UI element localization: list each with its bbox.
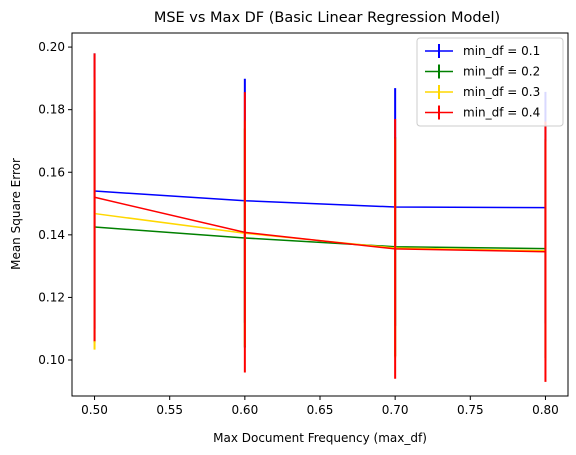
series-line: [94, 196, 546, 253]
series-4: [93, 53, 547, 382]
legend-label: min_df = 0.1: [463, 44, 540, 58]
x-axis-label: Max Document Frequency (max_df): [213, 431, 427, 445]
legend: min_df = 0.1 min_df = 0.2 min_df = 0.3 min_…: [416, 37, 564, 127]
y-tick-label: 0.14: [38, 228, 65, 242]
x-tick-label: 0.70: [382, 403, 409, 417]
legend-item: min_df = 0.2: [425, 64, 540, 79]
series-line: [94, 190, 546, 209]
chart-title: MSE vs Max DF (Basic Linear Regression M…: [154, 10, 500, 26]
y-tick-label: 0.18: [38, 103, 65, 117]
legend-label: min_df = 0.4: [463, 106, 540, 120]
x-tick-label: 0.50: [81, 403, 108, 417]
series-line: [94, 226, 546, 250]
legend-item: min_df = 0.3: [425, 85, 540, 99]
y-tick-label: 0.16: [38, 165, 65, 179]
legend-label: min_df = 0.2: [463, 65, 540, 79]
plot-area: [93, 53, 547, 382]
x-axis: 0.50 0.55 0.60 0.65 0.70 0.75 0.80: [81, 396, 559, 417]
legend-box: [416, 37, 564, 127]
x-tick-label: 0.60: [231, 403, 258, 417]
y-tick-label: 0.20: [38, 40, 65, 54]
y-axis: 0.10 0.12 0.14 0.16 0.18 0.20: [38, 40, 72, 367]
y-axis-label: Mean Square Error: [9, 158, 23, 270]
x-tick-label: 0.55: [156, 403, 183, 417]
x-tick-label: 0.80: [532, 403, 559, 417]
x-tick-label: 0.65: [307, 403, 334, 417]
legend-item: min_df = 0.4: [425, 105, 540, 120]
legend-label: min_df = 0.3: [463, 85, 540, 99]
y-tick-label: 0.10: [38, 353, 65, 367]
y-tick-label: 0.12: [38, 290, 65, 304]
legend-item: min_df = 0.1: [425, 44, 540, 58]
x-tick-label: 0.75: [457, 403, 484, 417]
